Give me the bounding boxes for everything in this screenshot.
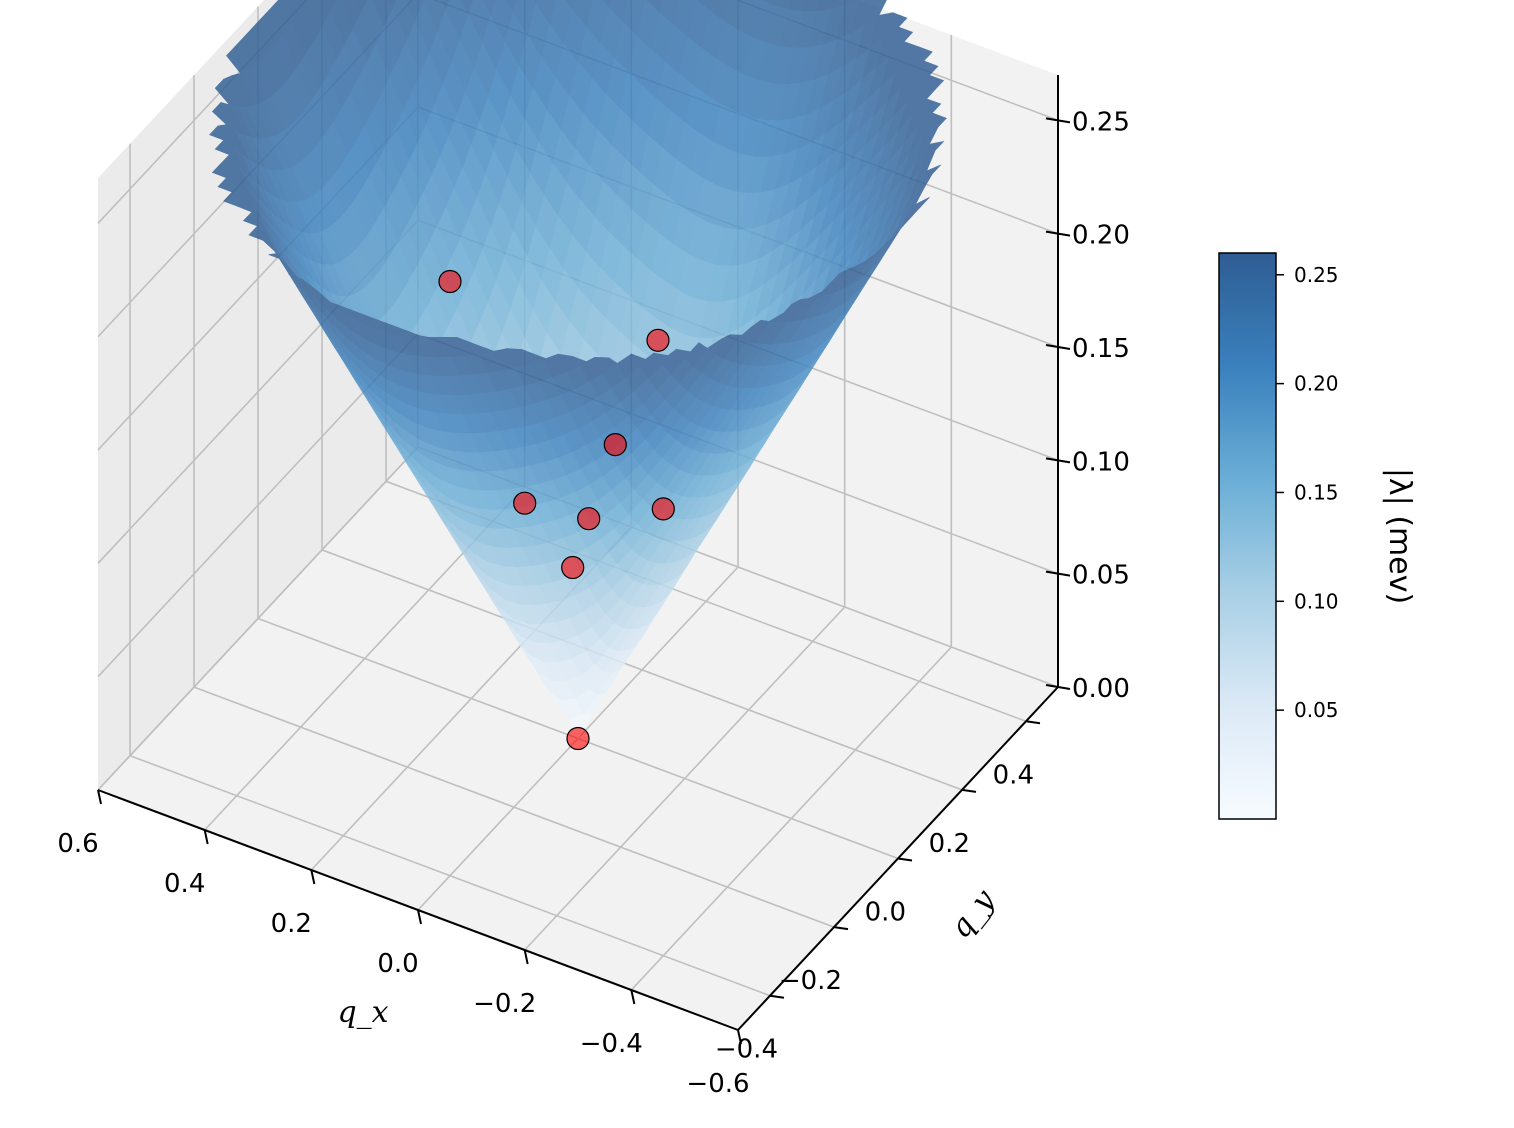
z-axis-ticks: 0.00 0.05 0.10 0.15 0.20 0.25 (1045, 107, 1130, 704)
z-tick-label: 0.05 (1072, 561, 1130, 591)
x-tick-mark (417, 909, 422, 925)
surface-facet (291, 0, 305, 9)
surface-facet (830, 273, 855, 289)
x-tick-mark (630, 989, 636, 1005)
surface-facet (388, 0, 397, 10)
surface-facet (440, 0, 450, 12)
z-tick-mark (1045, 344, 1071, 350)
marker-points (438, 269, 675, 751)
surface-facet (564, 0, 576, 11)
surface-facet (729, 325, 753, 339)
x-tick-label: 0.4 (164, 869, 205, 899)
x-tick-label: −0.2 (473, 989, 536, 1019)
x-tick-label: −0.4 (580, 1029, 643, 1059)
colorbar-tick-label: 0.25 (1294, 263, 1339, 287)
marker-point (651, 497, 675, 521)
surface-facet (653, 348, 677, 365)
x-tick-label: 0.6 (57, 829, 98, 859)
z-tick-label: 0.25 (1072, 107, 1130, 137)
x-tick-label: 0.0 (377, 949, 418, 979)
colorbar-tick-label: 0.15 (1294, 480, 1339, 504)
colorbar-label: |λ| (mev) (1382, 468, 1417, 604)
y-axis-ticks: −0.4 −0.2 0.0 0.2 0.4 (715, 720, 1041, 1065)
colorbar-ticks: 0.05 0.10 0.15 0.20 0.25 (1276, 263, 1339, 722)
marker-point (603, 433, 627, 457)
z-tick-mark (1045, 457, 1071, 464)
surface-facet (601, 0, 611, 9)
surface-facet (675, 342, 700, 359)
marker-point (513, 491, 537, 515)
x-tick-mark (310, 869, 316, 885)
x-tick-label: 0.2 (271, 909, 312, 939)
z-tick-mark (1045, 230, 1071, 237)
marker-point (438, 269, 462, 294)
marker-point (646, 328, 670, 352)
surface-facet (594, 356, 618, 374)
x-tick-label: −0.6 (686, 1069, 749, 1099)
y-tick-mark (897, 857, 913, 862)
surface-facet (460, 0, 474, 17)
colorbar: 0.05 0.10 0.15 0.20 0.25 |λ| (mev) (1218, 252, 1417, 820)
surface-facet (630, 352, 655, 367)
colorbar-gradient (1218, 252, 1277, 820)
z-tick-label: 0.10 (1072, 447, 1130, 477)
z-tick-label: 0.15 (1072, 334, 1130, 364)
x-axis-label: q_x (337, 995, 388, 1030)
marker-point (566, 726, 590, 751)
y-tick-mark (961, 788, 977, 793)
z-tick-mark (1045, 684, 1071, 690)
surface-facet (481, 0, 497, 18)
y-tick-label: 0.2 (929, 829, 970, 859)
marker-point (577, 507, 601, 531)
y-tick-mark (1025, 720, 1041, 725)
x-tick-mark (737, 1029, 742, 1045)
surface-facet (448, 337, 472, 353)
colorbar-tick-label: 0.05 (1294, 698, 1339, 722)
colorbar-tick-label: 0.10 (1294, 589, 1339, 613)
marker-point (561, 555, 585, 580)
x-tick-mark (97, 789, 102, 805)
surface-facet (498, 348, 523, 359)
y-tick-label: 0.4 (993, 760, 1034, 790)
z-tick-label: 0.20 (1072, 221, 1130, 251)
x-tick-mark (523, 949, 529, 965)
y-tick-mark (833, 926, 849, 931)
y-tick-label: 0.0 (865, 898, 906, 928)
surface-facet (535, 353, 559, 361)
x-axis-ticks: −0.6 −0.4 −0.2 0.0 0.2 0.4 0.6 (57, 789, 750, 1099)
z-tick-mark (1045, 117, 1071, 124)
surface-facet (790, 299, 815, 310)
surface-facet (706, 334, 731, 355)
surface-facet (572, 356, 596, 366)
y-tick-label: −0.4 (715, 1035, 778, 1065)
y-tick-label: −0.2 (779, 966, 842, 996)
y-tick-mark (769, 994, 785, 999)
surface-facet (760, 313, 784, 323)
y-axis-label: q_y (943, 882, 1003, 945)
x-tick-mark (203, 829, 209, 845)
colorbar-tick-label: 0.20 (1294, 372, 1339, 396)
surface-plot (209, 0, 947, 740)
z-tick-mark (1045, 570, 1071, 577)
z-tick-label: 0.00 (1072, 674, 1130, 704)
